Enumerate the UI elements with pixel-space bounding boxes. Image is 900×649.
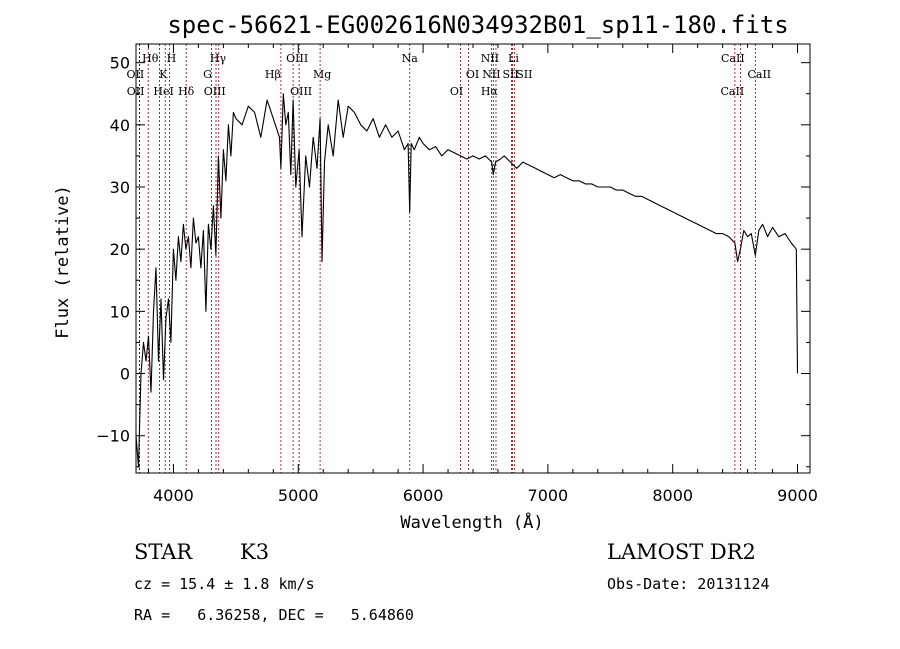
y-tick-label-2: 10 — [110, 302, 130, 321]
y-axis-label: Flux (relative) — [53, 185, 73, 339]
y-tick-label-3: 20 — [110, 240, 130, 259]
x-tick-label-3: 7000 — [528, 486, 569, 505]
spectrum-line-0 — [135, 93, 799, 468]
line-label-5: HeI — [153, 85, 173, 98]
x-axis: 4000 5000 6000 7000 8000 9000 — [147, 44, 818, 505]
y-tick-label-0: −10 — [96, 427, 130, 446]
line-label-22: SII — [516, 68, 532, 81]
x-tick-label-0: 4000 — [153, 486, 194, 505]
line-label-6: Hδ — [178, 85, 195, 98]
line-label-25: CaII — [721, 85, 745, 98]
line-label-19: Hα — [481, 85, 499, 98]
line-label-3: H — [167, 52, 177, 65]
x-tick-label-5: 9000 — [777, 486, 818, 505]
chart-title: spec-56621-EG002616N034932B01_sp11-180.f… — [167, 11, 788, 39]
line-label-9: OIII — [204, 85, 226, 98]
line-label-1: OII — [127, 68, 145, 81]
line-label-8: G — [203, 68, 212, 81]
line-label-20: Li — [508, 52, 519, 65]
line-label-7: Hγ — [210, 52, 227, 65]
line-label-17: NII — [481, 52, 499, 65]
line-label-14: Na — [402, 52, 419, 65]
line-label-24: CaII — [747, 68, 771, 81]
plot-frame — [135, 43, 811, 474]
line-label-15: OI — [466, 68, 479, 81]
x-tick-label-1: 5000 — [278, 486, 319, 505]
y-tick-label-5: 40 — [110, 116, 130, 135]
y-tick-label-4: 30 — [110, 178, 130, 197]
x-axis-label: Wavelength (Å) — [400, 511, 543, 533]
obs-date: Obs-Date: 20131124 — [607, 575, 770, 593]
y-tick-label-1: 0 — [120, 365, 130, 384]
spectrum-series — [135, 93, 799, 468]
line-label-23: CaII — [721, 52, 745, 65]
line-label-10: OIII — [286, 52, 308, 65]
redshift-cz: cz = 15.4 ± 1.8 km/s — [134, 575, 315, 593]
survey-name: LAMOST DR2 — [607, 540, 756, 564]
line-label-12: OIII — [290, 85, 312, 98]
y-tick-label-6: 50 — [110, 54, 130, 73]
line-label-21: SII — [502, 68, 518, 81]
line-label-13: Mg — [313, 68, 331, 81]
x-tick-label-2: 6000 — [403, 486, 444, 505]
emission-line-markers — [138, 44, 756, 473]
object-type: STAR — [134, 540, 193, 564]
line-label-18: NII — [482, 68, 500, 81]
line-label-11: Hβ — [265, 68, 281, 81]
line-label-4: K — [159, 68, 168, 81]
y-axis: −10 0 10 20 30 40 50 — [96, 54, 810, 468]
line-label-16: OI — [450, 85, 463, 98]
ra-dec: RA = 6.36258, DEC = 5.64860 — [134, 606, 414, 624]
object-subclass: K3 — [240, 540, 269, 564]
x-tick-label-4: 8000 — [652, 486, 693, 505]
line-label-0: Hθ — [142, 52, 159, 65]
